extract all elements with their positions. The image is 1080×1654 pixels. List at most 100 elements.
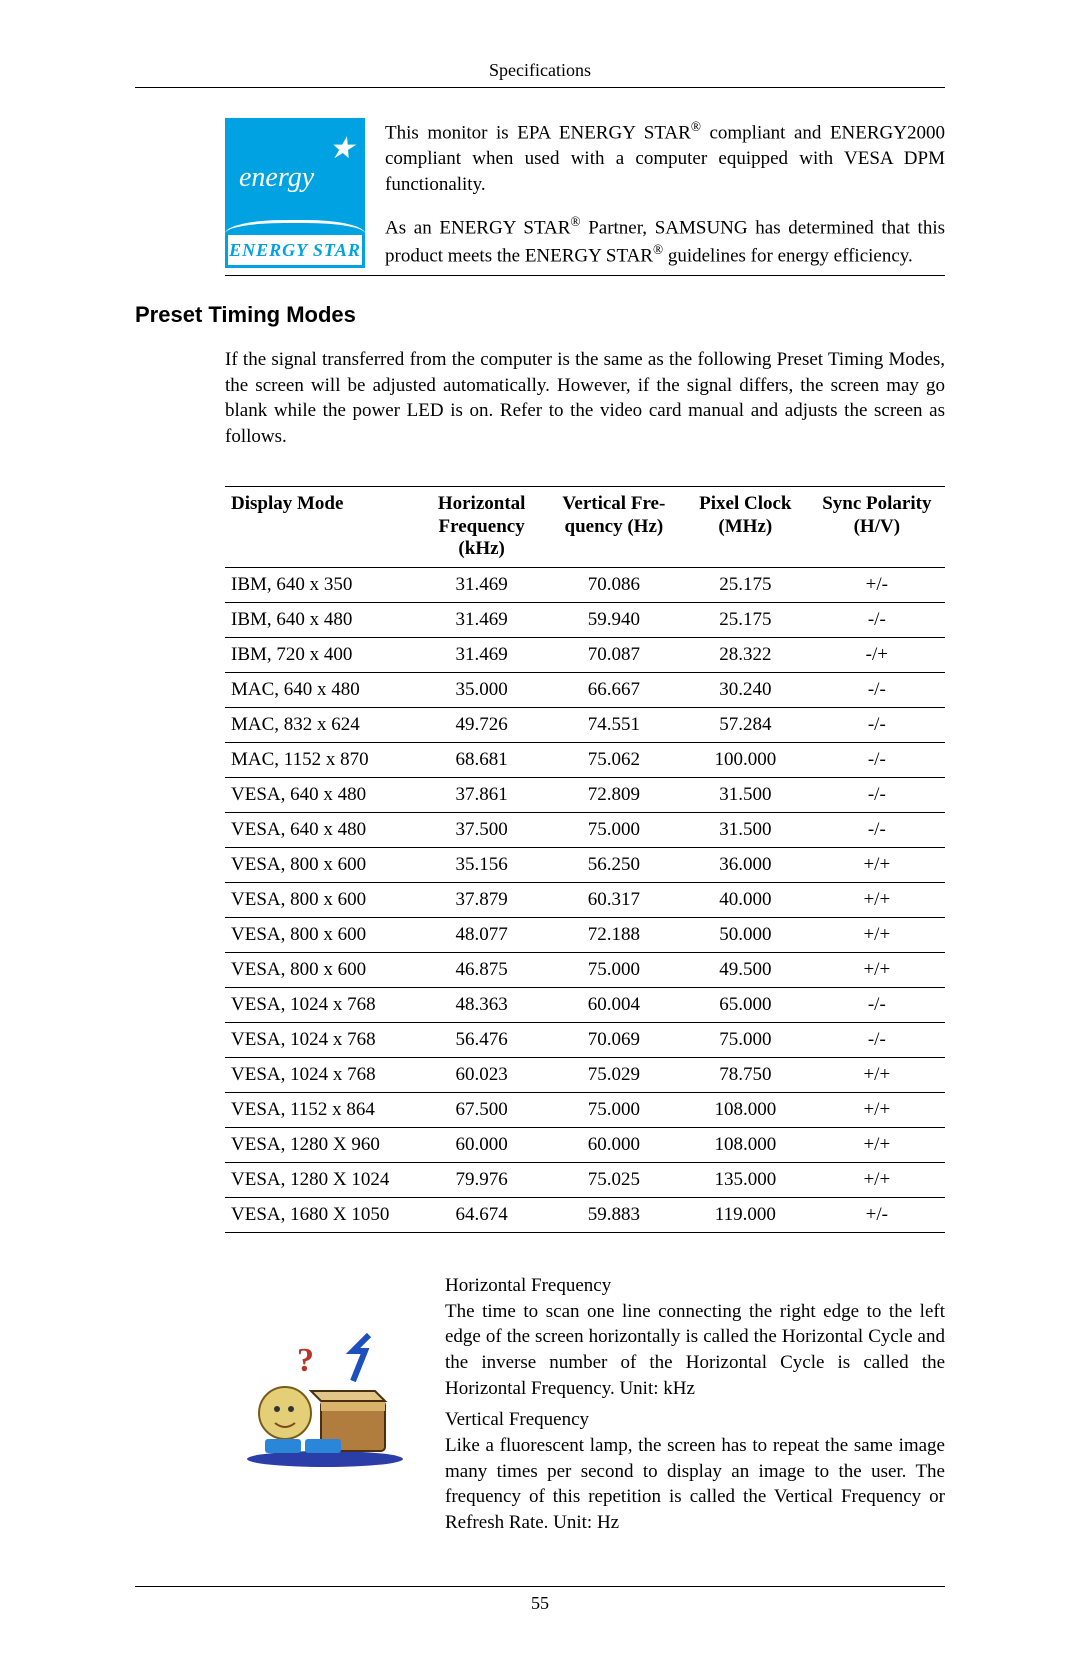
svg-text:?: ? <box>297 1342 314 1379</box>
cell-vf: 75.000 <box>546 813 682 848</box>
cell-pc: 50.000 <box>682 918 809 953</box>
cell-vf: 75.000 <box>546 953 682 988</box>
cell-pc: 40.000 <box>682 883 809 918</box>
cell-hf: 48.077 <box>418 918 546 953</box>
cell-sp: +/+ <box>809 1058 945 1093</box>
cell-pc: 36.000 <box>682 848 809 883</box>
cell-hf: 31.469 <box>418 568 546 603</box>
intro-text: This monitor is EPA ENERGY STAR® complia… <box>385 118 945 269</box>
illustration-icon: ? <box>225 1331 425 1471</box>
table-row: VESA, 800 x 60035.15656.25036.000+/+ <box>225 848 945 883</box>
cell-mode: VESA, 800 x 600 <box>225 883 418 918</box>
table-row: VESA, 1024 x 76860.02375.02978.750+/+ <box>225 1058 945 1093</box>
intro-p1a: This monitor is EPA ENERGY STAR <box>385 122 691 143</box>
cell-sp: +/+ <box>809 848 945 883</box>
cell-sp: +/+ <box>809 1128 945 1163</box>
cell-mode: VESA, 1280 X 1024 <box>225 1163 418 1198</box>
cell-hf: 37.500 <box>418 813 546 848</box>
intro-block: ★ energy ENERGY STAR This monitor is EPA… <box>225 118 945 276</box>
table-row: VESA, 800 x 60037.87960.31740.000+/+ <box>225 883 945 918</box>
section-title: Preset Timing Modes <box>135 302 945 328</box>
cell-mode: VESA, 640 x 480 <box>225 813 418 848</box>
cell-hf: 31.469 <box>418 603 546 638</box>
table-row: VESA, 1024 x 76856.47670.06975.000-/- <box>225 1023 945 1058</box>
cell-pc: 57.284 <box>682 708 809 743</box>
cell-vf: 75.062 <box>546 743 682 778</box>
table-row: VESA, 640 x 48037.50075.00031.500-/- <box>225 813 945 848</box>
cell-vf: 75.000 <box>546 1093 682 1128</box>
cell-sp: -/- <box>809 673 945 708</box>
cell-mode: MAC, 640 x 480 <box>225 673 418 708</box>
cell-vf: 60.317 <box>546 883 682 918</box>
energy-star-wordmark: ENERGY STAR <box>225 235 365 268</box>
col-horizontal-frequency: Horizontal Frequency (kHz) <box>418 486 546 567</box>
table-row: MAC, 1152 x 87068.68175.062100.000-/- <box>225 743 945 778</box>
col-pixel-clock: Pixel Clock (MHz) <box>682 486 809 567</box>
cell-pc: 78.750 <box>682 1058 809 1093</box>
cell-mode: VESA, 800 x 600 <box>225 953 418 988</box>
cell-sp: +/- <box>809 568 945 603</box>
cell-hf: 79.976 <box>418 1163 546 1198</box>
cell-mode: VESA, 640 x 480 <box>225 778 418 813</box>
cell-sp: -/- <box>809 743 945 778</box>
table-row: VESA, 1680 X 105064.67459.883119.000+/- <box>225 1198 945 1233</box>
cell-pc: 100.000 <box>682 743 809 778</box>
cell-pc: 75.000 <box>682 1023 809 1058</box>
table-row: MAC, 832 x 62449.72674.55157.284-/- <box>225 708 945 743</box>
cell-hf: 67.500 <box>418 1093 546 1128</box>
cell-vf: 74.551 <box>546 708 682 743</box>
cell-mode: MAC, 1152 x 870 <box>225 743 418 778</box>
cell-sp: -/- <box>809 1023 945 1058</box>
cell-vf: 56.250 <box>546 848 682 883</box>
cell-hf: 46.875 <box>418 953 546 988</box>
section-body: If the signal transferred from the compu… <box>225 347 945 450</box>
table-row: VESA, 1280 X 102479.97675.025135.000+/+ <box>225 1163 945 1198</box>
table-row: IBM, 640 x 35031.46970.08625.175+/- <box>225 568 945 603</box>
cell-sp: -/- <box>809 813 945 848</box>
col-display-mode: Display Mode <box>225 486 418 567</box>
cell-sp: +/+ <box>809 883 945 918</box>
cell-mode: VESA, 1680 X 1050 <box>225 1198 418 1233</box>
cell-hf: 37.861 <box>418 778 546 813</box>
vf-body: Like a fluorescent lamp, the screen has … <box>445 1433 945 1536</box>
cell-mode: VESA, 1024 x 768 <box>225 1058 418 1093</box>
cell-sp: +/+ <box>809 1163 945 1198</box>
cell-pc: 31.500 <box>682 778 809 813</box>
cell-hf: 68.681 <box>418 743 546 778</box>
page-number: 55 <box>135 1586 945 1614</box>
cell-hf: 31.469 <box>418 638 546 673</box>
table-row: VESA, 800 x 60048.07772.18850.000+/+ <box>225 918 945 953</box>
cell-vf: 72.809 <box>546 778 682 813</box>
cell-pc: 25.175 <box>682 568 809 603</box>
cell-mode: IBM, 720 x 400 <box>225 638 418 673</box>
cell-hf: 37.879 <box>418 883 546 918</box>
cell-sp: -/- <box>809 988 945 1023</box>
cell-mode: IBM, 640 x 350 <box>225 568 418 603</box>
vf-term: Vertical Frequency <box>445 1407 945 1433</box>
cell-pc: 108.000 <box>682 1128 809 1163</box>
cell-sp: -/- <box>809 708 945 743</box>
table-row: VESA, 1152 x 86467.50075.000108.000+/+ <box>225 1093 945 1128</box>
cell-hf: 49.726 <box>418 708 546 743</box>
cell-mode: IBM, 640 x 480 <box>225 603 418 638</box>
cell-pc: 49.500 <box>682 953 809 988</box>
table-row: VESA, 1024 x 76848.36360.00465.000-/- <box>225 988 945 1023</box>
cell-sp: -/- <box>809 778 945 813</box>
cell-sp: -/+ <box>809 638 945 673</box>
cell-pc: 25.175 <box>682 603 809 638</box>
definitions-block: ? Horizontal Frequency The time to scan … <box>225 1267 945 1535</box>
intro-p2c: guidelines for energy efficiency. <box>663 246 913 267</box>
running-header: Specifications <box>135 60 945 88</box>
cell-pc: 65.000 <box>682 988 809 1023</box>
cell-pc: 30.240 <box>682 673 809 708</box>
cell-vf: 75.025 <box>546 1163 682 1198</box>
intro-p2a: As an ENERGY STAR <box>385 218 570 239</box>
table-row: VESA, 800 x 60046.87575.00049.500+/+ <box>225 953 945 988</box>
cell-pc: 135.000 <box>682 1163 809 1198</box>
cell-hf: 60.000 <box>418 1128 546 1163</box>
cell-vf: 60.004 <box>546 988 682 1023</box>
table-row: VESA, 640 x 48037.86172.80931.500-/- <box>225 778 945 813</box>
energy-star-logo: ★ energy ENERGY STAR <box>225 118 365 268</box>
cell-vf: 70.069 <box>546 1023 682 1058</box>
table-row: IBM, 640 x 48031.46959.94025.175-/- <box>225 603 945 638</box>
